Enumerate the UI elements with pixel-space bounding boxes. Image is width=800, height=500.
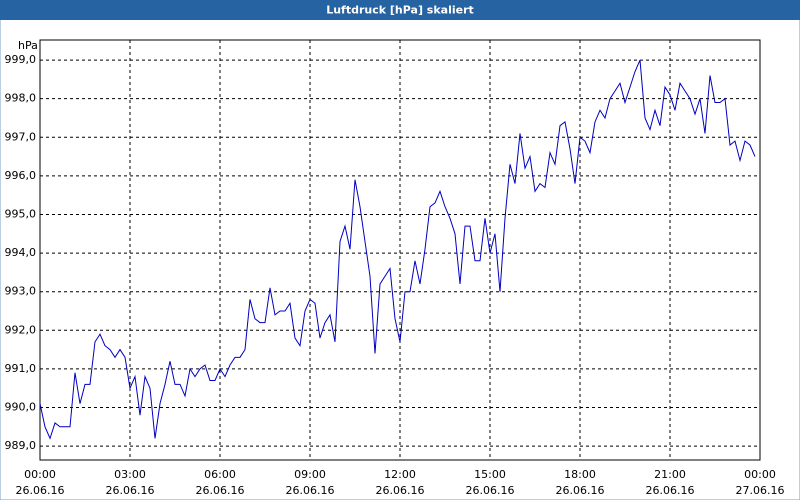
y-tick-label: 995,0: [5, 207, 37, 220]
y-tick-label: 997,0: [5, 130, 37, 143]
y-unit: hPa: [18, 39, 38, 52]
y-tick-label: 989,0: [5, 439, 37, 452]
x-tick-label: 18:00: [564, 468, 596, 481]
y-tick-label: 990,0: [5, 401, 37, 414]
x-tick-label: 21:00: [654, 468, 686, 481]
title-bar: [0, 0, 800, 20]
x-tick-label: 06:00: [204, 468, 236, 481]
y-tick-label: 998,0: [5, 92, 37, 105]
x-tick-date: 26.06.16: [646, 484, 695, 497]
x-tick-label: 00:00: [24, 468, 56, 481]
x-tick-date: 26.06.16: [16, 484, 65, 497]
x-tick-label: 09:00: [294, 468, 326, 481]
x-tick-label: 03:00: [114, 468, 146, 481]
y-tick-label: 992,0: [5, 323, 37, 336]
x-tick-date: 26.06.16: [556, 484, 605, 497]
x-tick-label: 12:00: [384, 468, 416, 481]
y-tick-label: 999,0: [5, 53, 37, 66]
x-tick-date: 26.06.16: [466, 484, 515, 497]
y-tick-label: 993,0: [5, 285, 37, 298]
x-tick-date: 26.06.16: [196, 484, 245, 497]
line-series: [39, 59, 756, 440]
y-tick-label: 996,0: [5, 169, 37, 182]
chart-title: Luftdruck [hPa] skaliert: [326, 4, 474, 17]
x-tick-label: 15:00: [474, 468, 506, 481]
y-tick-label: 991,0: [5, 362, 37, 375]
x-tick-label: 00:00: [744, 468, 776, 481]
x-tick-date: 26.06.16: [376, 484, 425, 497]
x-tick-date: 27.06.16: [736, 484, 785, 497]
x-tick-date: 26.06.16: [286, 484, 335, 497]
x-tick-date: 26.06.16: [106, 484, 155, 497]
y-tick-label: 994,0: [5, 246, 37, 259]
